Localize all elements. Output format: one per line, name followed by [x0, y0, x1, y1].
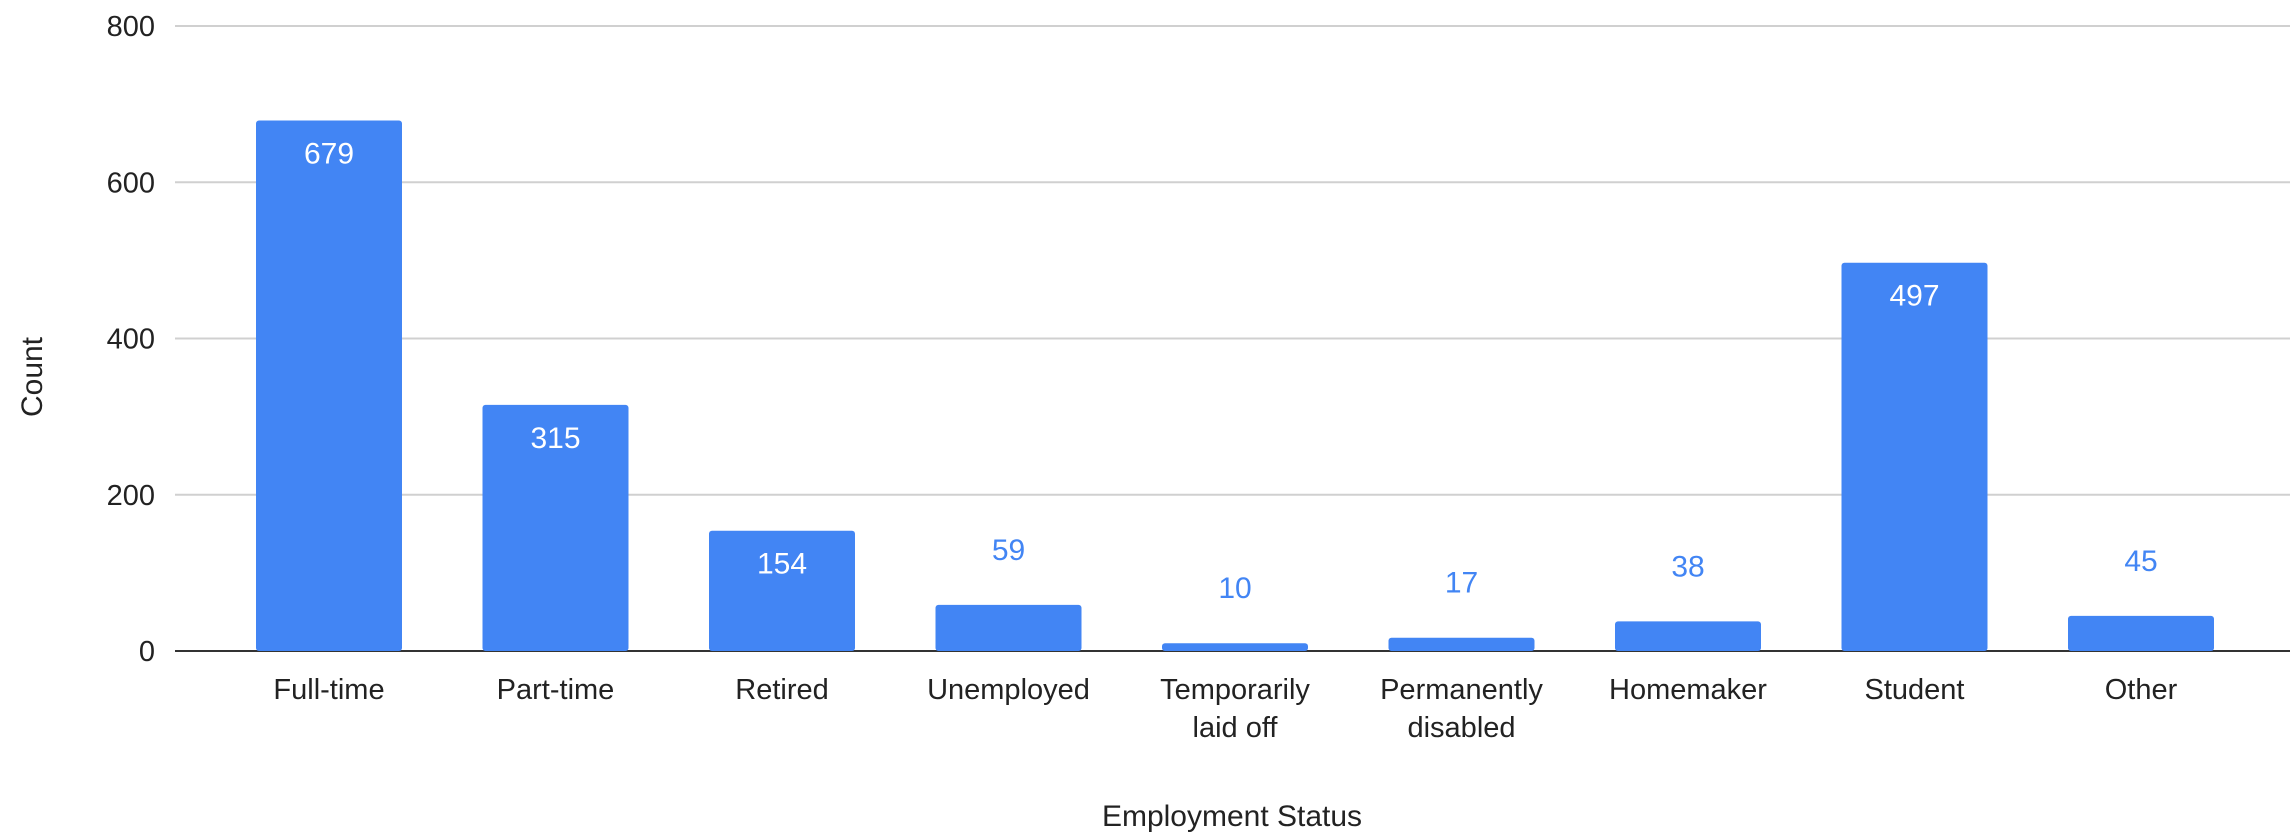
data-label: 38 — [1671, 550, 1704, 583]
data-label: 154 — [757, 548, 807, 581]
x-tick-label-line: Homemaker — [1609, 674, 1767, 706]
data-labels: 679 315 154 59 10 17 38 497 45 — [304, 138, 2158, 606]
x-tick-label: Temporarily laid off — [1160, 674, 1310, 744]
x-tick-label-line: Other — [2105, 674, 2178, 706]
data-label: 497 — [1889, 280, 1939, 313]
bar — [256, 120, 402, 651]
x-tick-label-line: Unemployed — [927, 674, 1090, 706]
x-tick-label: Full-time — [273, 674, 384, 706]
bar — [1615, 621, 1761, 651]
x-tick-label-line: Permanently — [1380, 674, 1543, 706]
data-label: 17 — [1445, 567, 1478, 600]
y-tick-label: 0 — [139, 636, 155, 668]
bar — [709, 530, 855, 651]
y-tick-label: 800 — [107, 11, 155, 43]
x-tick-label: Homemaker — [1609, 674, 1767, 706]
bar — [2068, 615, 2214, 651]
x-tick-label: Part-time — [497, 674, 615, 706]
y-tick-label: 200 — [107, 480, 155, 512]
bar — [1388, 637, 1535, 651]
bar — [1162, 643, 1308, 651]
x-tick-label: Unemployed — [927, 674, 1090, 706]
data-label: 679 — [304, 138, 354, 171]
x-tick-label-line: disabled — [1407, 712, 1515, 744]
x-axis-categories: Full-time Part-time Retired Unemployed Tempo… — [273, 674, 2177, 744]
x-tick-label: Permanently disabled — [1380, 674, 1543, 744]
bar — [935, 604, 1082, 651]
x-tick-label-line: Retired — [735, 674, 829, 706]
y-tick-label: 600 — [107, 167, 155, 199]
x-tick-label: Other — [2105, 674, 2178, 706]
x-tick-label-line: Student — [1865, 674, 1965, 706]
y-tick-label: 400 — [107, 324, 155, 356]
x-tick-label-line: Part-time — [497, 674, 615, 706]
bars — [256, 120, 2214, 651]
x-tick-label: Retired — [735, 674, 829, 706]
bar — [482, 404, 629, 651]
x-tick-label-line: laid off — [1193, 712, 1279, 744]
x-axis-title: Employment Status — [1102, 800, 1362, 833]
data-label: 315 — [530, 422, 580, 455]
data-label: 59 — [992, 534, 1025, 567]
y-axis-title: Count — [16, 336, 49, 417]
data-label: 10 — [1218, 572, 1251, 605]
x-tick-label: Student — [1865, 674, 1965, 706]
x-tick-label-line: Full-time — [273, 674, 384, 706]
x-tick-label-line: Temporarily — [1160, 674, 1310, 706]
data-label: 45 — [2124, 545, 2157, 578]
y-axis-ticks: 0 200 400 600 800 — [107, 11, 155, 668]
bar — [1841, 262, 1988, 651]
